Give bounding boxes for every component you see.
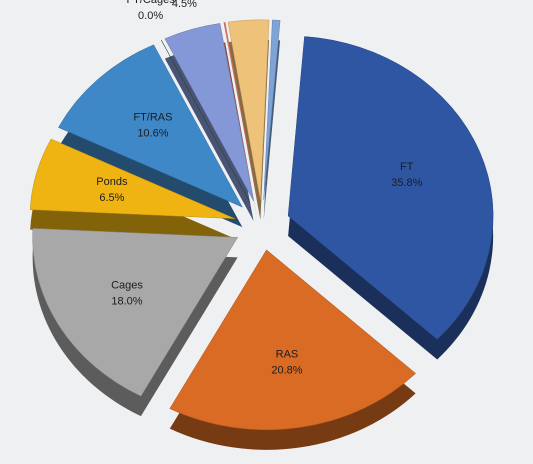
- slice: [227, 19, 270, 200]
- slice-label: FT: [400, 161, 414, 173]
- slice-value-label: 10.6%: [137, 128, 168, 140]
- slice-value-label: 0.1%: [208, 0, 233, 2]
- slice-value-label: 6.5%: [99, 192, 124, 204]
- slice-value-label: 20.8%: [271, 365, 302, 377]
- slice: [29, 138, 235, 219]
- slice: [32, 228, 239, 397]
- slice-label: Ponds: [96, 176, 128, 188]
- slice: [223, 22, 258, 201]
- slice-label: Cages: [111, 280, 143, 292]
- slice-value-label: 0.0%: [138, 10, 163, 22]
- slice: [169, 249, 416, 431]
- slice-side: [263, 40, 281, 220]
- slice-label: FT/RAS: [133, 112, 172, 124]
- slice: [58, 44, 243, 208]
- slice-label: RAS: [276, 349, 299, 361]
- slice: [287, 36, 494, 340]
- slice-value-label: 35.8%: [391, 177, 422, 189]
- slice: [263, 19, 281, 200]
- slice-side: [223, 42, 258, 221]
- slice: [164, 23, 254, 202]
- slice-value-label: 18.0%: [111, 296, 142, 308]
- slice-value-label: 4.5%: [172, 0, 197, 10]
- slice-label: FT/Cages: [126, 0, 175, 6]
